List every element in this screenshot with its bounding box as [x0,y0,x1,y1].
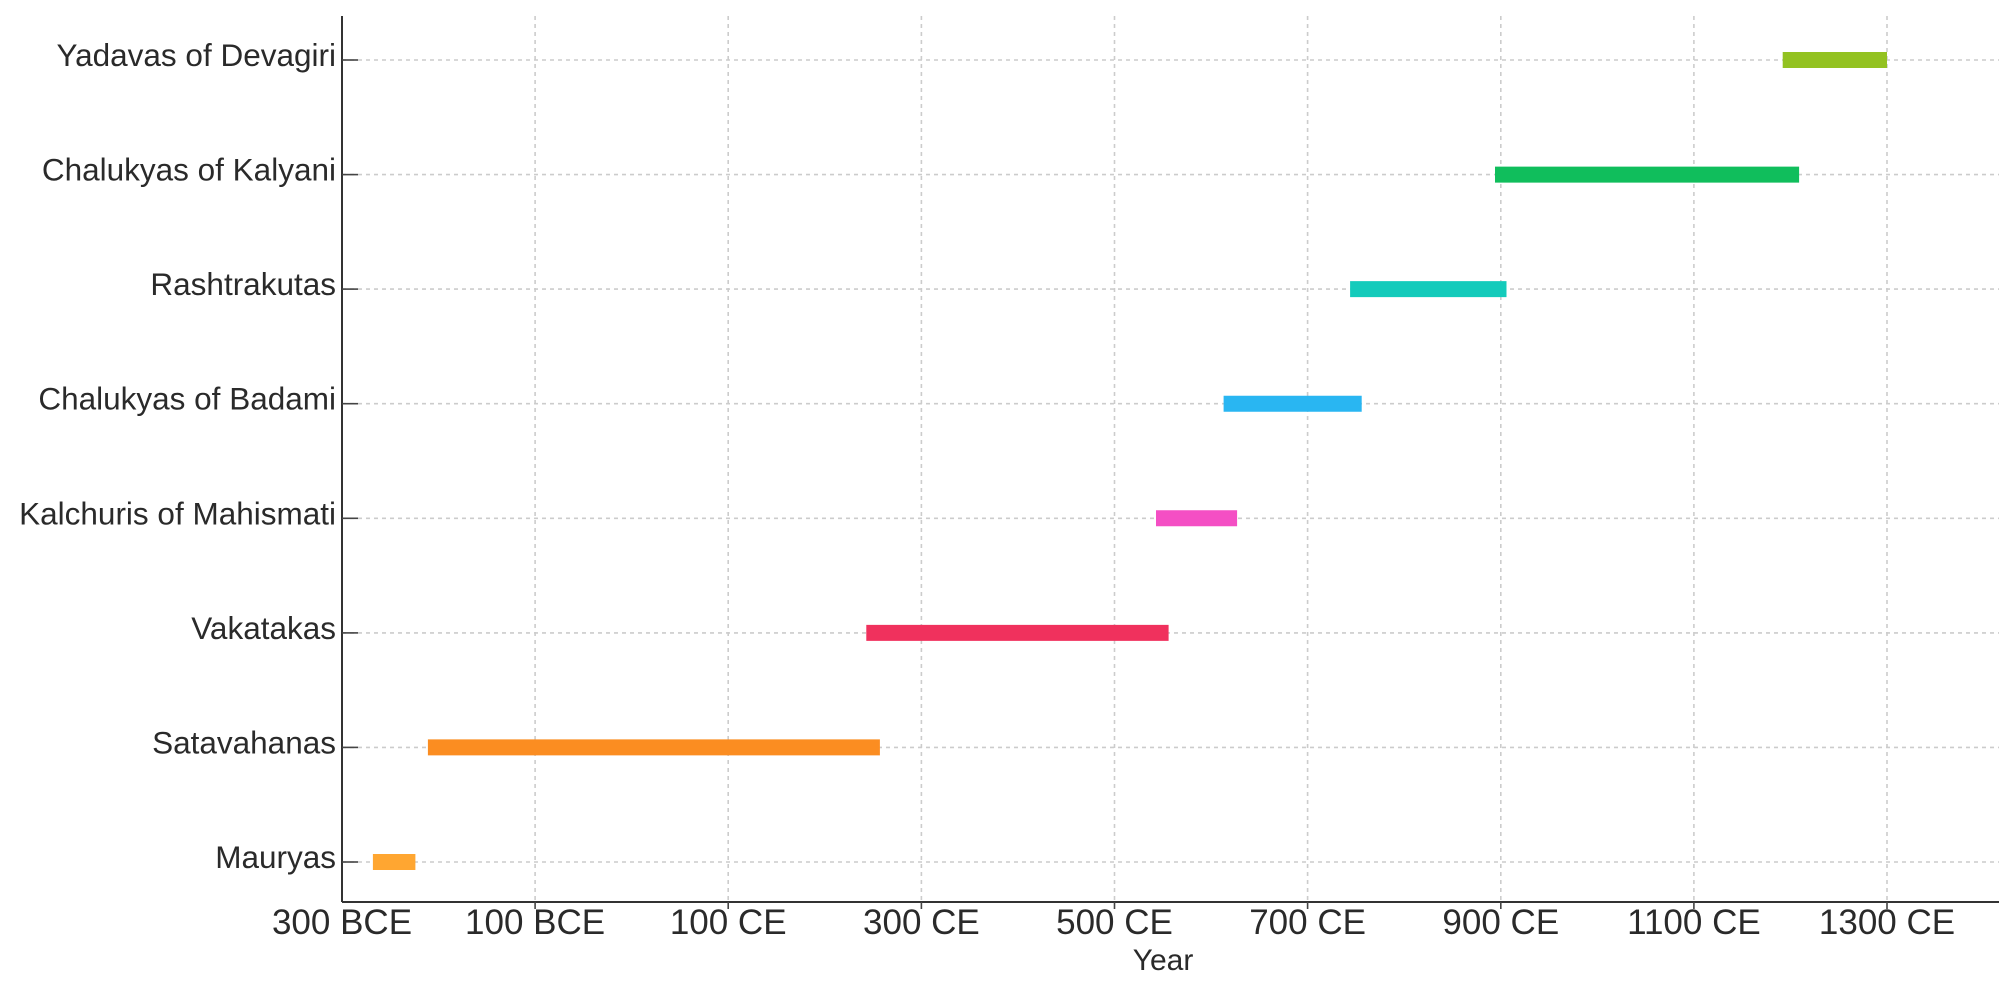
svg-text:900 CE: 900 CE [1442,903,1559,942]
svg-text:Satavahanas: Satavahanas [152,724,336,760]
svg-text:500 CE: 500 CE [1056,903,1173,942]
svg-text:Vakatakas: Vakatakas [191,610,336,646]
svg-text:100 BCE: 100 BCE [465,903,605,942]
svg-text:Yadavas of Devagiri: Yadavas of Devagiri [56,37,336,73]
svg-text:100 CE: 100 CE [670,903,787,942]
svg-text:Year: Year [1133,944,1194,977]
svg-text:Mauryas: Mauryas [215,839,336,875]
svg-text:300 BCE: 300 BCE [272,903,412,942]
svg-text:1100 CE: 1100 CE [1627,903,1761,942]
svg-text:Kalchuris of Mahismati: Kalchuris of Mahismati [19,495,336,531]
svg-text:300 CE: 300 CE [863,903,980,942]
svg-text:1300 CE: 1300 CE [1819,903,1955,942]
svg-text:Rashtrakutas: Rashtrakutas [150,266,336,302]
svg-text:Chalukyas of Kalyani: Chalukyas of Kalyani [42,152,336,188]
svg-text:700 CE: 700 CE [1249,903,1366,942]
svg-text:Chalukyas of Badami: Chalukyas of Badami [38,381,336,417]
